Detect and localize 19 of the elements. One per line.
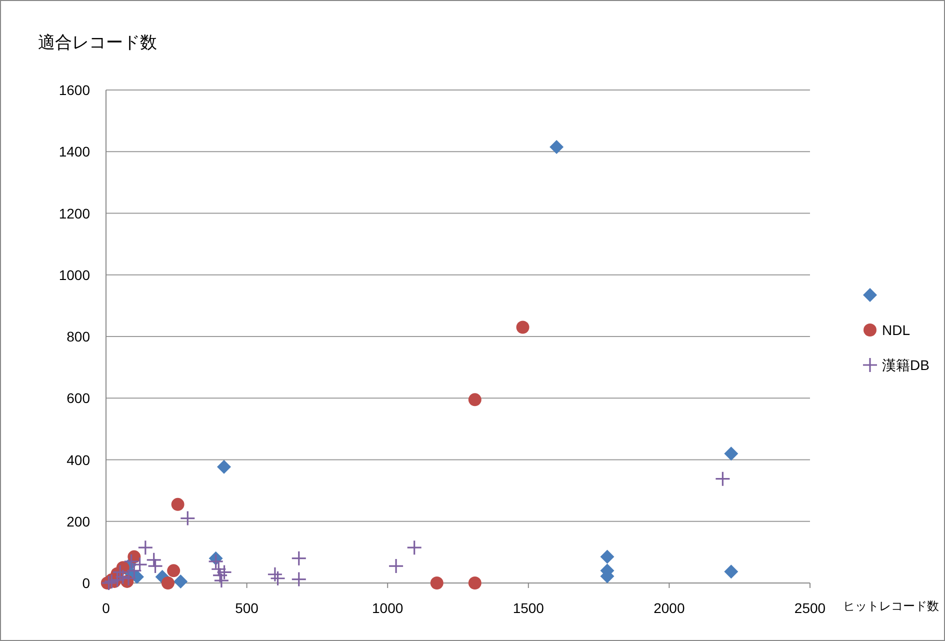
legend-label: 漢籍DB [882,357,930,373]
y-tick-label: 800 [66,328,90,344]
x-tick-label: 1500 [512,600,544,616]
x-tick-label: 2000 [654,600,685,616]
y-axis-title: 適合レコード数 [38,33,157,52]
x-tick-label: 500 [235,600,259,616]
x-tick-label: 0 [102,600,110,616]
y-tick-label: 1600 [58,82,90,98]
y-tick-label: 1000 [58,266,90,283]
y-tick-label: 200 [66,513,90,530]
x-tick-label: 1000 [372,600,404,616]
legend-label: NDL [882,322,910,338]
y-tick-label: 1400 [58,144,90,160]
x-axis-title: ヒットレコード数 [843,599,939,613]
y-tick-label: 600 [66,390,90,406]
x-tick-label: 2500 [794,600,826,616]
y-tick-label: 400 [66,452,90,468]
y-tick-label: 0 [82,575,90,591]
y-tick-label: 1200 [58,205,90,222]
